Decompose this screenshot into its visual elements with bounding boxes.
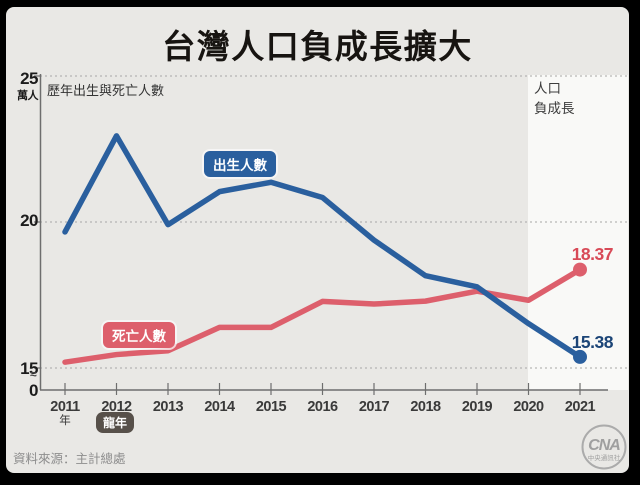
deaths-end-value: 18.37 (571, 244, 614, 264)
x-tick-label: 2020 (513, 399, 544, 415)
x-tick-label: 2011 (50, 399, 80, 415)
data-source: 資料來源：主計總處 (13, 452, 126, 466)
x-tick-label: 2014 (204, 399, 235, 415)
cna-logo: CNA 中央通訊社 (581, 424, 627, 470)
births-series-badge: 出生人數 (204, 151, 276, 177)
axis-break-mark: ≈ (30, 367, 37, 381)
cna-logo-text: CNA (588, 437, 620, 454)
x-tick-label: 2013 (153, 399, 184, 415)
negative-growth-band (528, 75, 628, 390)
chart-subtitle: 歷年出生與死亡人數 (47, 83, 165, 98)
year-suffix-label: 年 (59, 415, 71, 427)
y-axis-label-25: 25 (20, 69, 38, 88)
x-tick-label: 2012 (101, 399, 132, 415)
deaths-series-badge: 死亡人數 (103, 322, 175, 348)
x-tick-label: 2021 (565, 399, 596, 415)
y-axis-label-20: 20 (20, 211, 38, 230)
x-tick-label: 2015 (256, 399, 287, 415)
x-tick-label: 2019 (462, 399, 493, 415)
deaths-end-dot (573, 262, 587, 277)
infographic-card (6, 7, 629, 473)
x-tick-label: 2017 (359, 399, 390, 415)
y-axis-label-0: 0 (29, 381, 38, 400)
page-title: 台灣人口負成長擴大 (162, 28, 473, 65)
cna-logo-circle (581, 424, 627, 470)
births-end-dot (573, 349, 587, 364)
x-tick-label: 2016 (307, 399, 338, 415)
y-axis-unit: 萬人 (17, 90, 39, 102)
cna-logo-subtext: 中央通訊社 (588, 453, 621, 462)
births-line (62, 133, 583, 360)
y-axis-label-15: 15 (20, 359, 38, 378)
dragon-year-badge: 龍年 (96, 412, 135, 433)
x-tick-label: 2018 (410, 399, 441, 415)
deaths-line (62, 266, 583, 365)
births-end-value: 15.38 (571, 332, 614, 352)
negative-growth-label: 人口 負成長 (534, 81, 575, 116)
